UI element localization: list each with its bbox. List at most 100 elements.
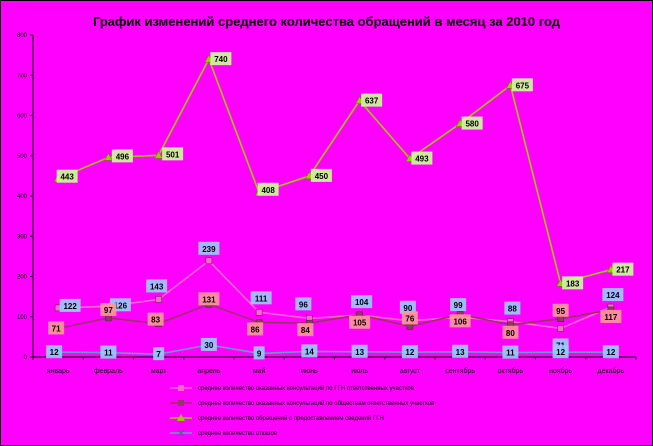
data-label-box	[253, 346, 265, 360]
data-label-box	[247, 322, 264, 336]
data-label-box	[210, 52, 232, 66]
data-label: 105	[353, 319, 367, 328]
data-label: 95	[556, 307, 565, 316]
data-label-box	[511, 78, 533, 92]
data-label: 80	[506, 329, 515, 338]
data-label-box	[100, 345, 117, 359]
data-label: 106	[453, 317, 467, 326]
data-label: 580	[465, 120, 479, 129]
data-label-box	[46, 345, 63, 359]
series-marker	[103, 152, 113, 161]
data-label-box	[111, 149, 133, 163]
data-label-box	[602, 345, 619, 359]
x-tick-label: июнь	[301, 368, 318, 375]
data-label: 496	[116, 152, 130, 161]
y-tick-label: 800	[17, 33, 28, 39]
series-marker	[155, 296, 162, 303]
data-label-box	[351, 295, 373, 309]
legend-label: среднее количество обращений с предостав…	[198, 415, 384, 422]
x-tick-label: октябрь	[498, 367, 524, 375]
data-label: 501	[166, 150, 180, 159]
data-label: 12	[405, 348, 414, 357]
data-label-box	[198, 241, 220, 255]
data-label-box	[504, 301, 521, 315]
data-label-box	[257, 182, 279, 196]
y-tick-label: 400	[17, 194, 28, 200]
data-label: 183	[566, 279, 580, 288]
data-label: 83	[151, 316, 160, 325]
legend-label: среднее количество отказов	[198, 431, 277, 437]
data-label: 13	[456, 348, 465, 357]
x-tick-label: апрель	[197, 368, 220, 375]
data-label: 90	[403, 304, 412, 313]
data-label-box	[401, 311, 418, 325]
x-tick-label: май	[253, 367, 266, 375]
data-label: 76	[405, 314, 414, 323]
data-label: 124	[606, 291, 620, 300]
data-label-box	[411, 151, 433, 165]
data-label: 14	[305, 347, 314, 356]
series-marker	[205, 257, 213, 265]
data-label-box	[250, 291, 272, 305]
data-label: 443	[60, 173, 74, 182]
data-label-box	[612, 262, 634, 276]
data-label-box	[552, 345, 569, 359]
data-label: 450	[315, 172, 329, 181]
data-label-box	[59, 298, 81, 312]
data-label: 30	[204, 341, 213, 350]
series-marker	[255, 309, 263, 316]
data-label: 12	[50, 348, 59, 357]
data-label: 11	[506, 349, 515, 358]
data-label: 143	[150, 282, 164, 291]
x-tick-label: ноябрь	[549, 367, 572, 375]
data-label: 675	[516, 81, 530, 90]
data-label-box	[301, 344, 318, 358]
data-label: 9	[257, 349, 262, 358]
data-label-box	[502, 345, 519, 359]
data-label: 97	[104, 306, 113, 315]
legend-label: среднее количество оказанных консультаци…	[198, 400, 434, 407]
data-label: 117	[604, 313, 617, 322]
data-label: 96	[299, 300, 308, 309]
data-label: 740	[214, 55, 228, 64]
data-label: 111	[255, 294, 268, 303]
data-label-box	[162, 147, 184, 161]
data-label-box	[399, 300, 416, 314]
data-label: 408	[261, 186, 275, 195]
data-label-box	[602, 288, 624, 302]
series-line	[58, 259, 612, 330]
data-label-box	[351, 344, 368, 358]
data-label: 12	[606, 348, 615, 357]
x-tick-label: март	[151, 368, 167, 375]
x-tick-label: сентябрь	[445, 367, 475, 375]
legend-marker	[178, 400, 184, 406]
data-label: 104	[355, 298, 369, 307]
data-label-box	[562, 276, 584, 290]
data-label-box	[146, 279, 168, 293]
legend-marker	[177, 414, 185, 421]
data-label-box	[401, 345, 418, 359]
data-label-box	[153, 347, 165, 361]
x-tick-label: январь	[47, 368, 70, 375]
y-tick-label: 600	[17, 114, 28, 120]
y-tick-label: 100	[17, 315, 28, 321]
series-marker	[154, 150, 164, 159]
data-label-box	[461, 116, 483, 130]
x-tick-label: декабрь	[598, 367, 625, 375]
data-label: 239	[202, 245, 216, 254]
data-label: 7	[156, 350, 161, 359]
data-label-box	[100, 302, 117, 316]
data-label-box	[198, 292, 220, 306]
y-tick-label: 200	[17, 275, 28, 281]
legend-marker	[177, 429, 185, 437]
data-label-box	[310, 168, 332, 182]
y-tick-label: 500	[17, 154, 28, 160]
data-label-box	[361, 93, 383, 107]
data-label: 86	[251, 325, 260, 334]
data-label-box	[200, 337, 217, 351]
data-label: 217	[616, 266, 630, 275]
data-label: 12	[556, 348, 565, 357]
data-label-box	[56, 169, 78, 183]
